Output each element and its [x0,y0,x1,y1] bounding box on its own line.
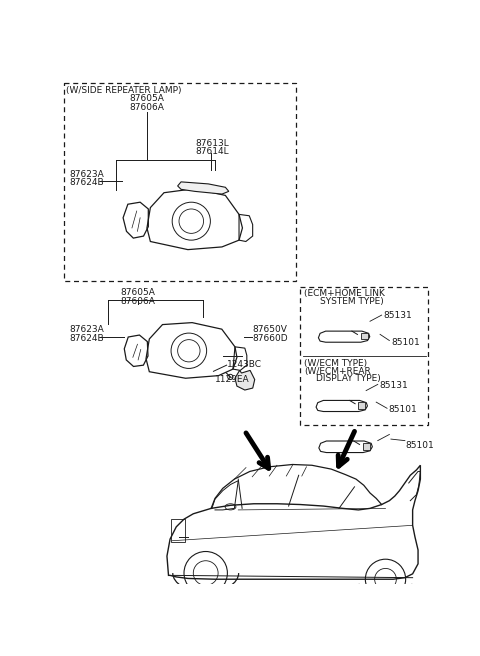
Text: 87606A: 87606A [130,104,164,112]
Text: 87606A: 87606A [120,297,155,306]
Bar [359,402,365,409]
Text: 87623A: 87623A [69,170,104,178]
Text: (W/SIDE REPEATER LAMP): (W/SIDE REPEATER LAMP) [66,87,182,95]
Text: 87650V: 87650V [252,325,287,334]
Text: SYSTEM TYPE): SYSTEM TYPE) [320,297,384,306]
Text: 87605A: 87605A [120,288,155,297]
Polygon shape [178,182,229,194]
Bar [171,519,185,543]
Text: 1243BC: 1243BC [227,359,262,369]
Text: (W/ECM TYPE): (W/ECM TYPE) [304,359,367,368]
Text: 85101: 85101 [405,441,433,449]
Bar [300,287,428,425]
Text: 85131: 85131 [383,311,412,320]
Text: 85101: 85101 [391,338,420,347]
Text: 85131: 85131 [379,380,408,390]
Text: 87613L: 87613L [196,139,229,148]
Text: (W/ECM+REAR: (W/ECM+REAR [304,367,371,376]
Text: DISPLAY TYPE): DISPLAY TYPE) [316,375,381,383]
Text: 87605A: 87605A [130,94,164,103]
Text: 85101: 85101 [389,405,417,414]
Bar [363,443,370,449]
Text: 1129EA: 1129EA [215,375,250,384]
Text: 87660D: 87660D [252,334,288,342]
Text: 87624B: 87624B [69,334,104,342]
Text: (ECM+HOME LINK: (ECM+HOME LINK [304,289,385,298]
Polygon shape [235,371,255,390]
Text: 87614L: 87614L [196,147,229,156]
Bar [361,333,368,339]
Text: 87624B: 87624B [69,178,104,187]
Bar [64,83,296,281]
Text: 87623A: 87623A [69,325,104,334]
